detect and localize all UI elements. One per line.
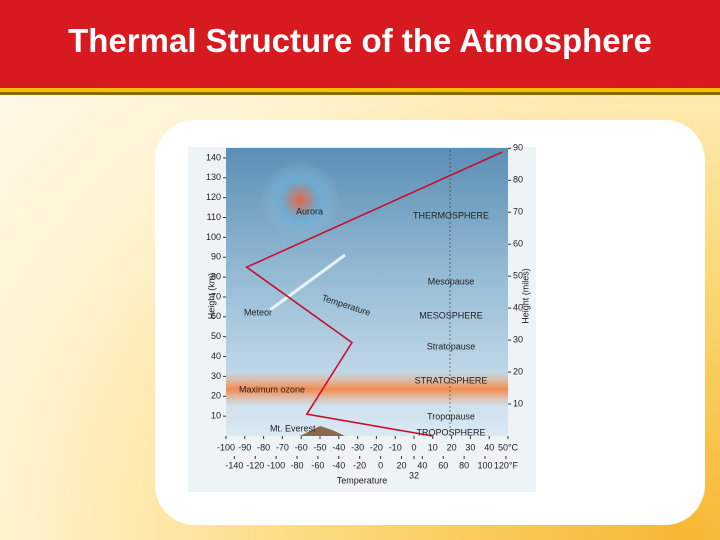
annotation: THERMOSPHERE [413, 210, 489, 220]
x2-tick-label: -20 [353, 460, 366, 470]
x-tick-label: 10 [428, 442, 438, 452]
annotation: MESOSPHERE [419, 310, 483, 320]
x-tick-label: 30 [465, 442, 475, 452]
y-tick-label: 100 [206, 232, 221, 242]
y2-tick-label: 20 [513, 366, 523, 376]
x-tick-label: 40 [484, 442, 494, 452]
y-tick-label: 110 [207, 212, 221, 222]
y2-tick-label: 10 [513, 398, 523, 408]
x-tick-label: -60 [295, 442, 308, 452]
y-tick-label: 30 [211, 371, 221, 381]
x-tick-label: -30 [351, 442, 364, 452]
x-tick-label: -10 [389, 442, 402, 452]
x-tick-label: -70 [276, 442, 289, 452]
y-tick-label: 120 [206, 192, 221, 202]
header [0, 0, 720, 92]
y-tick-label: 20 [211, 391, 221, 401]
x2-tick-label: -80 [291, 460, 304, 470]
annotation: Mesopause [428, 276, 475, 286]
meteor-trail [269, 253, 346, 312]
y-tick-label: 60 [211, 311, 221, 321]
y-tick-label: 50 [211, 331, 221, 341]
x2-tick-label: 40 [417, 460, 427, 470]
x-tick-label: -40 [332, 442, 345, 452]
x-tick-label: 50°C [498, 442, 519, 452]
x-tick-label: -90 [238, 442, 251, 452]
y2-axis-label: Height (miles) [520, 268, 530, 324]
x2-tick-label: 0 [378, 460, 383, 470]
y2-tick-label: 50 [513, 271, 523, 281]
y-tick-label: 130 [206, 172, 221, 182]
x2-tick-label: -100 [267, 460, 285, 470]
annotation: STRATOSPHERE [415, 375, 488, 385]
x-tick-label: -80 [257, 442, 270, 452]
x2-tick-label: -40 [332, 460, 345, 470]
annotation: Meteor [244, 307, 272, 317]
x2-tick-label: -60 [311, 460, 324, 470]
x2-tick-label: 100 [478, 460, 493, 470]
y-tick-label: 80 [211, 271, 221, 281]
x-tick-label: -100 [217, 442, 235, 452]
x-tick-label: 0 [411, 442, 416, 452]
ozone-band [226, 372, 508, 406]
annotation: Maximum ozone [239, 384, 305, 394]
annotation: Stratopause [427, 341, 476, 351]
y2-tick-label: 70 [513, 207, 523, 217]
temperature-line [245, 151, 503, 437]
y-tick-label: 40 [211, 351, 221, 361]
y-tick-label: 140 [206, 152, 221, 162]
annotation: Aurora [296, 206, 323, 216]
x2-tick-label: 120°F [494, 460, 519, 470]
x2-tick-label: -120 [246, 460, 264, 470]
x2-tick-label: 60 [438, 460, 448, 470]
x2-tick-label: 32 [409, 470, 419, 480]
x2-tick-label: 20 [396, 460, 406, 470]
y-axis-label: Height (km) [206, 273, 216, 320]
y2-tick-label: 80 [513, 175, 523, 185]
x2-tick-label: 80 [459, 460, 469, 470]
x2-tick-label: -140 [225, 460, 243, 470]
y-tick-label: 10 [211, 411, 221, 421]
y-tick-label: 70 [211, 291, 221, 301]
y2-tick-label: 90 [513, 143, 523, 153]
annotation: Tropopause [427, 411, 475, 421]
y-tick-label: 90 [211, 252, 221, 262]
x-tick-label: 20 [447, 442, 457, 452]
y2-tick-label: 30 [513, 334, 523, 344]
y2-tick-label: 40 [513, 303, 523, 313]
annotation: TROPOSPHERE [416, 427, 485, 437]
x-tick-label: -50 [313, 442, 326, 452]
mountain [300, 426, 345, 436]
slide-title: Thermal Structure of the Atmosphere [68, 22, 652, 59]
x-axis-label: Temperature [337, 475, 388, 485]
annotation: Mt. Everest [270, 423, 316, 433]
aurora-glow [260, 160, 340, 240]
y2-tick-label: 60 [513, 239, 523, 249]
x-tick-label: -20 [370, 442, 383, 452]
